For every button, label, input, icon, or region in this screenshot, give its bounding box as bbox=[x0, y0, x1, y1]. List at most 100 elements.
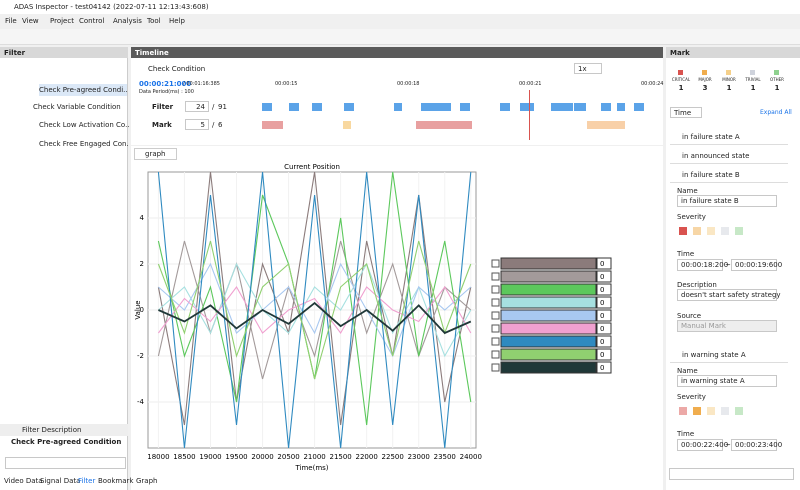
legend-checkbox[interactable] bbox=[491, 363, 500, 372]
index-box[interactable]: 24 bbox=[185, 101, 209, 112]
severity-option[interactable] bbox=[693, 407, 701, 415]
mark-header[interactable]: in warning state A bbox=[670, 347, 788, 363]
legend-value: 0 bbox=[600, 351, 604, 359]
mark-header[interactable]: in announced state bbox=[670, 148, 788, 164]
menu-item[interactable]: Project bbox=[50, 17, 74, 25]
field-box[interactable]: 00:00:23:400 bbox=[731, 439, 782, 451]
legend-checkbox[interactable] bbox=[491, 350, 500, 359]
mark-segment bbox=[587, 121, 625, 129]
toolbar bbox=[0, 29, 800, 45]
severity-option[interactable] bbox=[721, 407, 729, 415]
sort-select[interactable]: Time bbox=[670, 107, 702, 118]
severity-option[interactable] bbox=[735, 227, 743, 235]
index-box[interactable]: 5 bbox=[185, 119, 209, 130]
bottom-tab[interactable]: Filter bbox=[78, 477, 96, 485]
legend-checkbox[interactable] bbox=[491, 285, 500, 294]
range-sep: ~ bbox=[725, 441, 731, 449]
filter-item[interactable]: Check Pre-agreed Condi... bbox=[39, 84, 127, 96]
legend-value-box bbox=[596, 322, 612, 335]
filter-segment bbox=[394, 103, 402, 111]
severity-option[interactable] bbox=[679, 407, 687, 415]
menu-item[interactable]: Tool bbox=[147, 17, 161, 25]
data-line bbox=[158, 262, 472, 358]
field-box[interactable]: 00:00:18:200 bbox=[677, 259, 728, 271]
filter-segment bbox=[421, 103, 451, 111]
y-tick-label: 4 bbox=[140, 214, 145, 222]
menu-item[interactable]: Help bbox=[169, 17, 185, 25]
mark-segment bbox=[416, 121, 472, 129]
severity-option[interactable] bbox=[735, 407, 743, 415]
speed-select[interactable]: 1x bbox=[574, 63, 602, 74]
search-box[interactable] bbox=[669, 468, 794, 480]
severity-swatch bbox=[726, 70, 731, 75]
total: 91 bbox=[218, 103, 227, 111]
x-tick-label: 18000 bbox=[147, 453, 169, 461]
legend-checkbox[interactable] bbox=[491, 337, 500, 346]
data-line bbox=[158, 301, 472, 335]
timeline-panel bbox=[131, 47, 663, 145]
field-box[interactable]: 00:00:22:400 bbox=[677, 439, 728, 451]
legend-value-box bbox=[596, 309, 612, 322]
severity-label: CRITICAL bbox=[671, 77, 691, 82]
legend-checkbox[interactable] bbox=[491, 311, 500, 320]
legend-checkbox[interactable] bbox=[491, 298, 500, 307]
legend-checkbox[interactable] bbox=[491, 259, 500, 268]
window-title: ADAS Inspector - test04142 (2022-07-11 1… bbox=[14, 3, 209, 11]
time-tick: 00:00:18 bbox=[397, 81, 420, 87]
severity-option[interactable] bbox=[693, 227, 701, 235]
section-header: Filter Description bbox=[0, 424, 128, 436]
total: 6 bbox=[218, 121, 223, 129]
legend-swatch bbox=[500, 335, 597, 348]
menu-item[interactable]: Analysis bbox=[113, 17, 142, 25]
field-label: Description bbox=[677, 281, 717, 289]
legend-value: 0 bbox=[600, 364, 604, 372]
filter-segment bbox=[601, 103, 611, 111]
legend-value-box bbox=[596, 283, 612, 296]
filter-item[interactable]: Check Low Activation Co... bbox=[39, 121, 129, 129]
field-box[interactable]: in failure state B bbox=[677, 195, 777, 207]
bottom-tab[interactable]: Signal Data bbox=[40, 477, 81, 485]
severity-option[interactable] bbox=[707, 407, 715, 415]
x-tick-label: 22000 bbox=[356, 453, 378, 461]
row-label: Mark bbox=[152, 121, 172, 129]
x-tick-label: 20500 bbox=[277, 453, 299, 461]
legend-swatch bbox=[500, 283, 597, 296]
bottom-tab[interactable]: Bookmark bbox=[98, 477, 134, 485]
filter-item[interactable]: Check Variable Condition bbox=[33, 103, 121, 111]
legend-checkbox[interactable] bbox=[491, 272, 500, 281]
severity-option[interactable] bbox=[721, 227, 729, 235]
mark-header[interactable]: in failure state B bbox=[670, 167, 788, 183]
title-bar: ADAS Inspector - test04142 (2022-07-11 1… bbox=[0, 0, 800, 14]
legend-swatch bbox=[500, 322, 597, 335]
data-line bbox=[157, 171, 472, 449]
field-label: Severity bbox=[677, 213, 706, 221]
menu-item[interactable]: File bbox=[5, 17, 17, 25]
mark-segment bbox=[262, 121, 283, 129]
x-tick-label: 20000 bbox=[251, 453, 273, 461]
filter-panel bbox=[0, 47, 128, 490]
menu-item[interactable]: Control bbox=[79, 17, 105, 25]
severity-option[interactable] bbox=[679, 227, 687, 235]
bottom-tab[interactable]: Video Data bbox=[4, 477, 43, 485]
filter-segment bbox=[344, 103, 354, 111]
field-box[interactable]: 00:00:19:600 bbox=[731, 259, 782, 271]
field-box[interactable]: in warning state A bbox=[677, 375, 777, 387]
mark-header[interactable]: in failure state A bbox=[670, 129, 788, 145]
legend-checkbox[interactable] bbox=[491, 324, 500, 333]
expand-all[interactable]: Expand All bbox=[760, 109, 792, 116]
x-tick-label: 21500 bbox=[329, 453, 351, 461]
y-tick-label: -4 bbox=[137, 398, 145, 406]
field-box[interactable]: doesn't start safety strategy bbox=[677, 289, 781, 301]
menu-item[interactable]: View bbox=[22, 17, 39, 25]
field-label: Name bbox=[677, 187, 698, 195]
time-tick: 00:00:15 bbox=[275, 81, 298, 87]
filter-description: Check Pre-agreed Condition bbox=[11, 438, 122, 446]
graph-tab[interactable]: graph bbox=[134, 148, 177, 160]
filter-item[interactable]: Check Free Engaged Con... bbox=[39, 140, 129, 148]
legend-value-box bbox=[596, 348, 612, 361]
search-box[interactable] bbox=[5, 457, 126, 469]
severity-label: MAJOR bbox=[698, 77, 712, 82]
severity-option[interactable] bbox=[707, 227, 715, 235]
panel-header: Filter bbox=[0, 47, 128, 58]
